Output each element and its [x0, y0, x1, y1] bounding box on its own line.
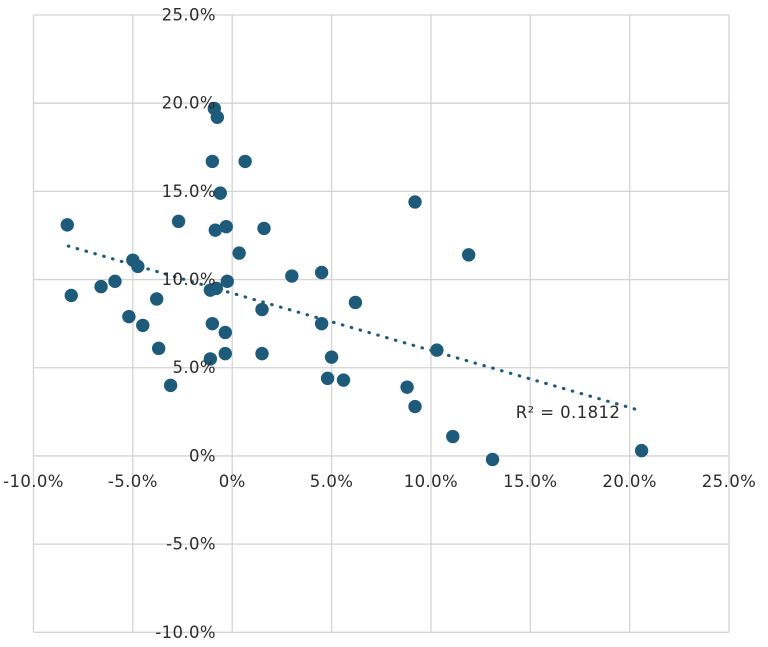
x-tick-label: 0%: [219, 472, 246, 491]
y-tick-label: -10.0%: [155, 623, 216, 642]
x-tick-label: -5.0%: [108, 472, 158, 491]
data-point: [60, 218, 74, 232]
data-point: [136, 318, 150, 333]
r-squared-label: R² = 0.1812: [516, 403, 621, 422]
data-point: [219, 219, 233, 234]
y-tick-label: 15.0%: [162, 182, 216, 201]
y-tick-label: 25.0%: [162, 6, 216, 25]
data-point: [257, 221, 271, 236]
y-tick-label: 5.0%: [172, 358, 216, 377]
x-tick-label: -10.0%: [3, 472, 64, 491]
data-point: [348, 295, 363, 310]
data-point: [634, 443, 649, 458]
data-point: [131, 259, 145, 274]
data-point: [213, 186, 227, 200]
data-point: [122, 309, 136, 324]
data-point: [94, 279, 108, 294]
y-tick-label: 10.0%: [162, 270, 216, 289]
data-point: [314, 316, 329, 331]
data-point: [210, 110, 225, 124]
data-point: [400, 380, 414, 394]
y-tick-label: 20.0%: [162, 94, 216, 113]
data-point: [205, 316, 220, 331]
data-point: [203, 352, 218, 366]
data-point: [324, 350, 339, 364]
data-point: [255, 302, 269, 317]
trendline: [66, 244, 644, 413]
y-tick-label: 0%: [189, 446, 216, 465]
x-tick-label: 10.0%: [404, 472, 458, 491]
x-tick-label: 5.0%: [310, 472, 354, 491]
data-point: [430, 343, 444, 357]
data-point: [108, 274, 122, 289]
data-point: [205, 154, 220, 169]
data-point: [408, 195, 422, 209]
data-point: [64, 288, 78, 303]
data-point: [461, 248, 476, 262]
data-point: [238, 154, 252, 169]
data-point: [171, 214, 186, 229]
x-tick-label: 20.0%: [602, 472, 656, 491]
data-point: [314, 265, 329, 280]
data-point: [150, 292, 164, 306]
data-point: [220, 274, 234, 289]
x-tick-label: 15.0%: [503, 472, 557, 491]
data-point: [285, 269, 299, 283]
x-tick-label: 25.0%: [702, 472, 756, 491]
data-point: [255, 346, 269, 361]
data-point: [208, 223, 223, 237]
data-point: [218, 346, 232, 361]
data-point: [163, 378, 178, 393]
data-point: [408, 399, 422, 414]
data-point: [320, 371, 335, 386]
data-point: [218, 325, 232, 340]
data-point: [151, 341, 166, 356]
data-point: [232, 246, 246, 260]
y-tick-label: -5.0%: [166, 535, 216, 554]
data-point: [336, 373, 351, 387]
data-point: [446, 429, 460, 444]
data-point: [485, 452, 500, 467]
data-point: [203, 283, 218, 297]
